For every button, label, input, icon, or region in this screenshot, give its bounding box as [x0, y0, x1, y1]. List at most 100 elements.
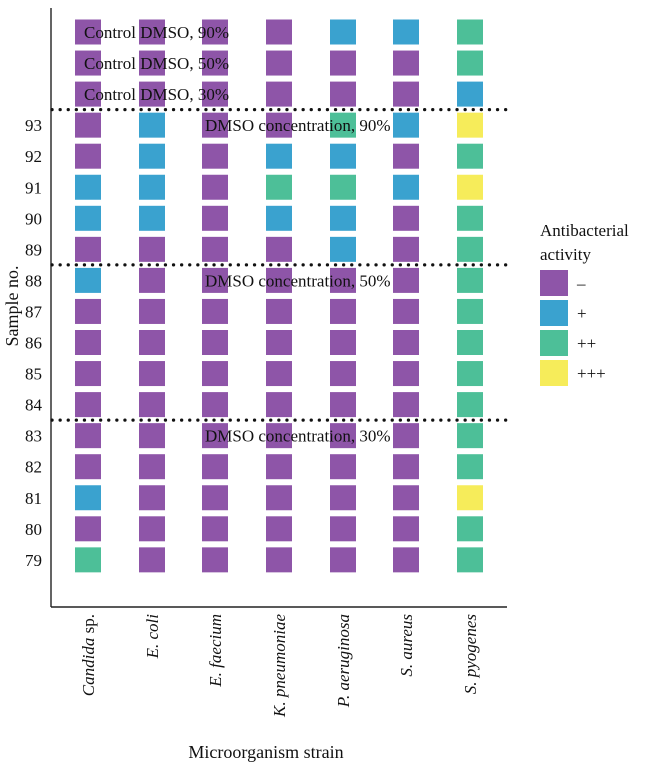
- heatmap-cell: [202, 361, 228, 387]
- heatmap-cell: [457, 547, 483, 573]
- heatmap-cell: [139, 267, 165, 293]
- heatmap-cell: [393, 485, 419, 511]
- heatmap-cell: [75, 516, 101, 542]
- x-tick-label: P. aeruginosa: [334, 614, 353, 708]
- heatmap-cell: [266, 19, 292, 45]
- heatmap-cell: [393, 267, 419, 293]
- heatmap-cell: [266, 236, 292, 262]
- legend-label: –: [576, 274, 586, 293]
- group-labels: Control DMSO, 90% Control DMSO, 50% Contro…: [84, 23, 391, 446]
- legend-label: +: [577, 304, 587, 323]
- heatmap-cell: [266, 547, 292, 573]
- heatmap-cell: [139, 81, 165, 107]
- heatmap-cell: [330, 205, 356, 231]
- legend-swatch: [540, 300, 568, 326]
- x-tick-labels: Candida sp. E. coli E. faecium K. pneumonia…: [79, 614, 480, 718]
- heatmap-cell: [75, 112, 101, 138]
- heatmap-cell: [75, 236, 101, 262]
- heatmap-cell: [457, 298, 483, 324]
- heatmap-cell: [202, 205, 228, 231]
- heatmap-cell: [266, 516, 292, 542]
- heatmap-cell: [393, 423, 419, 449]
- heatmap-cell: [330, 174, 356, 200]
- heatmap-cell: [330, 236, 356, 262]
- heatmap-cell: [393, 19, 419, 45]
- group-separators: [50, 108, 510, 422]
- legend-swatch: [540, 270, 568, 296]
- concentration-label: DMSO concentration, 90%: [205, 116, 391, 135]
- heatmap-cell: [266, 423, 292, 449]
- heatmap-cell: [393, 547, 419, 573]
- heatmap-cell: [75, 267, 101, 293]
- heatmap-cell: [266, 298, 292, 324]
- heatmap-cell: [75, 81, 101, 107]
- heatmap-cell: [75, 547, 101, 573]
- heatmap-cell: [457, 392, 483, 418]
- heatmap-cell: [202, 143, 228, 169]
- heatmap-cell: [393, 330, 419, 355]
- heatmap-cell: [139, 485, 165, 511]
- heatmap-cell: [266, 267, 292, 293]
- heatmap-cell: [202, 50, 228, 76]
- heatmap-cell: [393, 143, 419, 169]
- heatmap-cell: [330, 50, 356, 76]
- x-tick-label: S. pyogenes: [461, 614, 480, 695]
- heatmap-cell: [393, 205, 419, 231]
- heatmap-cell: [457, 81, 483, 107]
- heatmap-cell: [330, 19, 356, 45]
- y-tick-label: 83: [25, 427, 42, 446]
- y-tick-labels: 93 92 91 90 89 88 87 86 85 84 83 82 81 80 79: [25, 116, 43, 570]
- y-tick-label: 89: [25, 240, 42, 259]
- y-tick-label: 88: [25, 271, 42, 290]
- heatmap-cell: [393, 112, 419, 138]
- legend: Antibacterial activity –++++++: [540, 221, 629, 386]
- heatmap-cell: [330, 143, 356, 169]
- heatmap-cell: [457, 454, 483, 480]
- heatmap-cell: [139, 112, 165, 138]
- heatmap-cell: [330, 485, 356, 511]
- heatmap-cell: [330, 547, 356, 573]
- y-tick-label: 92: [25, 147, 42, 166]
- heatmap-cell: [457, 485, 483, 511]
- heatmap-cell: [139, 143, 165, 169]
- heatmap-cell: [457, 19, 483, 45]
- heatmap-cell: [330, 392, 356, 418]
- x-tick-label: S. aureus: [397, 614, 416, 677]
- heatmap-cell: [75, 205, 101, 231]
- heatmap-cell: [139, 298, 165, 324]
- heatmap-cell: [330, 267, 356, 293]
- heatmap-cell: [457, 330, 483, 355]
- heatmap-cell: [202, 330, 228, 355]
- heatmap-cell: [266, 361, 292, 387]
- heatmap-cell: [139, 19, 165, 45]
- heatmap-cell: [139, 330, 165, 355]
- legend-swatch: [540, 360, 568, 386]
- heatmap-cell: [330, 112, 356, 138]
- heatmap-cell: [330, 361, 356, 387]
- x-tick-label: E. faecium: [206, 614, 225, 688]
- heatmap-cell: [202, 298, 228, 324]
- heatmap-cell: [202, 81, 228, 107]
- heatmap-cell: [393, 50, 419, 76]
- heatmap-cell: [75, 485, 101, 511]
- heatmap-cell: [75, 19, 101, 45]
- heatmap-cell: [202, 423, 228, 449]
- heatmap-cell: [75, 423, 101, 449]
- heatmap-cell: [457, 267, 483, 293]
- heatmap-cell: [393, 81, 419, 107]
- y-tick-label: 84: [25, 396, 43, 415]
- heatmap-cell: [75, 298, 101, 324]
- heatmap-cell: [266, 81, 292, 107]
- heatmap-cell: [202, 236, 228, 262]
- heatmap-cells: [75, 19, 483, 573]
- heatmap-cell: [139, 454, 165, 480]
- heatmap-cell: [202, 174, 228, 200]
- x-axis-title: Microorganism strain: [188, 742, 343, 762]
- heatmap-cell: [266, 392, 292, 418]
- legend-label: ++: [577, 334, 596, 353]
- heatmap-cell: [139, 236, 165, 262]
- heatmap-cell: [266, 330, 292, 355]
- heatmap-cell: [330, 516, 356, 542]
- heatmap-cell: [457, 361, 483, 387]
